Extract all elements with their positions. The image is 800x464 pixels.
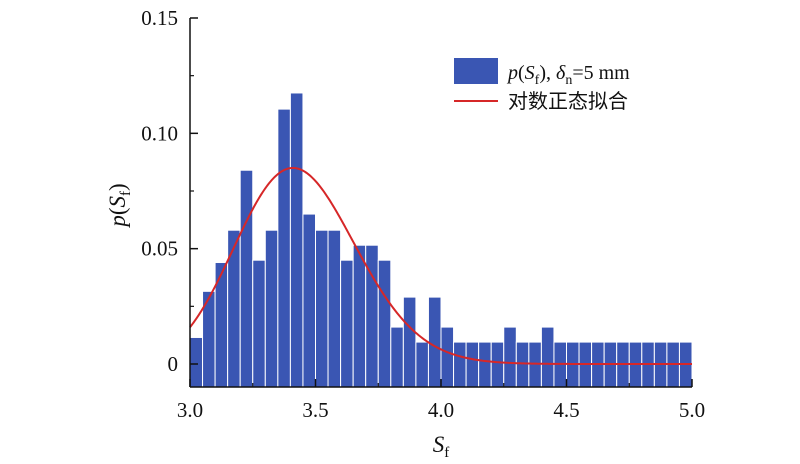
histogram-bar [289,92,304,388]
histogram-bar [377,259,392,388]
x-tick-label: 4.0 [428,398,454,422]
histogram-bar [503,326,517,388]
histogram-bars [189,92,693,388]
x-tick-label: 3.5 [302,398,328,422]
legend-label-fit: 对数正态拟合 [508,90,628,113]
histogram-bar [402,296,417,388]
y-axis-label: p(Sf) [105,183,134,228]
histogram-bar [478,341,492,388]
histogram-bar [340,259,354,388]
histogram-bar [515,341,530,388]
histogram-bar [352,244,367,388]
axes: 0 0.05 0.10 0.15 3.0 3.5 4.0 4.5 5.0 [141,6,705,422]
histogram-bar [465,341,480,388]
x-tick-label: 3.0 [177,398,203,422]
lognormal-fit-curve [189,166,692,365]
histogram-bar [415,341,429,388]
histogram-bar [189,336,204,388]
legend: p(Sf), δn=5 mm 对数正态拟合 [454,58,630,113]
histogram-bar [453,341,467,388]
x-tick-label: 4.5 [553,398,579,422]
histogram-bar [427,296,442,388]
legend-label-histogram: p(Sf), δn=5 mm [506,62,630,88]
histogram-bar [390,326,404,388]
histogram-bar [302,213,317,388]
histogram-bar [227,229,241,388]
histogram-bar [264,229,279,388]
x-axis-label: Sf [433,432,450,461]
histogram-bar [490,341,505,388]
y-tick-label: 0 [168,352,179,376]
histogram-bar [252,259,266,388]
y-tick-label: 0.15 [141,6,178,30]
histogram-bar [239,169,254,388]
x-tick-label: 5.0 [679,398,705,422]
legend-bar-swatch [454,58,498,84]
histogram-bar [315,229,329,388]
histogram-bar [540,326,555,388]
histogram-bar [327,229,342,388]
y-tick-label: 0.10 [141,121,178,145]
histogram-bar [277,108,291,388]
histogram-bar [440,326,455,388]
y-tick-label: 0.05 [141,237,178,261]
